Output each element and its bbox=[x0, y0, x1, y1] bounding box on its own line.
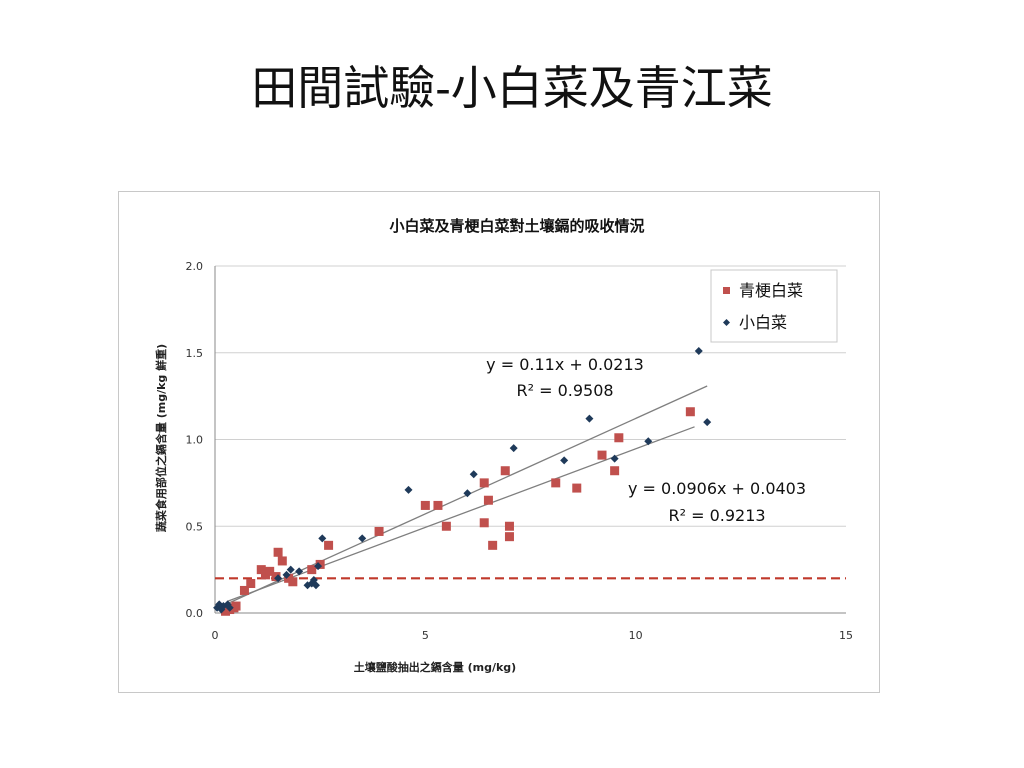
axes bbox=[214, 266, 846, 614]
point-xiaobaicai bbox=[509, 444, 518, 453]
point-qinggeng bbox=[614, 433, 624, 443]
legend-marker-xiaobaicai bbox=[723, 319, 730, 326]
tick-labels: 0.0 0.5 1.0 1.5 2.0 0 5 10 15 bbox=[186, 260, 854, 642]
point-xiaobaicai bbox=[282, 570, 291, 579]
y-axis-label: 蔬菜食用部位之鎘含量 (mg/kg 鮮重) bbox=[154, 344, 168, 532]
point-xiaobaicai bbox=[358, 534, 367, 543]
legend: 青梗白菜 小白菜 bbox=[710, 269, 838, 343]
point-xiaobaicai bbox=[694, 347, 703, 356]
point-xiaobaicai bbox=[225, 603, 234, 612]
point-qinggeng bbox=[572, 483, 582, 493]
x-tick-label: 10 bbox=[629, 629, 643, 642]
grid-lines bbox=[215, 265, 846, 527]
point-xiaobaicai bbox=[585, 414, 594, 423]
point-qinggeng bbox=[504, 521, 514, 531]
point-xiaobaicai bbox=[644, 437, 653, 446]
y-tick-label: 2.0 bbox=[186, 260, 204, 273]
y-tick-label: 1.5 bbox=[186, 347, 204, 360]
x-tick-label: 0 bbox=[212, 629, 219, 642]
point-xiaobaicai bbox=[469, 470, 478, 479]
chart-frame: 小白菜及青梗白菜對土壤鎘的吸收情況 0.0 0.5 1.0 1.5 2.0 0 5 10 15 … bbox=[118, 191, 880, 693]
legend-box bbox=[710, 269, 838, 343]
y-tick-label: 1.0 bbox=[186, 434, 204, 447]
legend-label-qinggeng: 青梗白菜 bbox=[739, 281, 803, 300]
point-qinggeng bbox=[551, 478, 561, 488]
point-qinggeng bbox=[433, 500, 443, 510]
point-qinggeng bbox=[504, 532, 514, 542]
point-xiaobaicai bbox=[314, 562, 323, 571]
y-tick-label: 0.0 bbox=[186, 607, 204, 620]
trend-equation-qinggeng: y = 0.0906x + 0.0403 bbox=[628, 479, 806, 498]
point-qinggeng bbox=[374, 526, 384, 536]
scatter-chart: 小白菜及青梗白菜對土壤鎘的吸收情況 0.00.51.01.52.00 5 10 15 … bbox=[154, 217, 854, 674]
point-xiaobaicai bbox=[610, 454, 619, 463]
chart-title: 小白菜及青梗白菜對土壤鎘的吸收情況 bbox=[389, 217, 644, 235]
point-qinggeng bbox=[239, 585, 249, 595]
point-qinggeng bbox=[246, 579, 256, 589]
point-qinggeng bbox=[231, 601, 241, 611]
point-xiaobaicai bbox=[404, 485, 413, 494]
x-tick-label: 5 bbox=[422, 629, 429, 642]
point-qinggeng bbox=[610, 466, 620, 476]
point-qinggeng bbox=[441, 521, 451, 531]
point-qinggeng bbox=[265, 566, 275, 576]
point-qinggeng bbox=[307, 565, 317, 575]
point-qinggeng bbox=[324, 540, 334, 550]
point-xiaobaicai bbox=[309, 576, 318, 585]
point-xiaobaicai bbox=[703, 418, 712, 427]
point-qinggeng bbox=[500, 466, 510, 476]
point-qinggeng bbox=[420, 500, 430, 510]
point-qinggeng bbox=[273, 547, 283, 557]
trend-r2-qinggeng: R² = 0.9213 bbox=[668, 506, 765, 525]
point-qinggeng bbox=[288, 577, 298, 587]
trend-equation-xiaobaicai: y = 0.11x + 0.0213 bbox=[486, 355, 644, 374]
point-qinggeng bbox=[479, 518, 489, 528]
data-points bbox=[213, 347, 712, 616]
point-qinggeng bbox=[277, 556, 287, 566]
x-axis-label: 土壤鹽酸抽出之鎘含量 (mg/kg) bbox=[354, 660, 516, 674]
point-qinggeng bbox=[685, 407, 695, 417]
point-xiaobaicai bbox=[274, 574, 283, 583]
point-xiaobaicai bbox=[295, 567, 304, 576]
point-qinggeng bbox=[597, 450, 607, 460]
point-qinggeng bbox=[479, 478, 489, 488]
point-xiaobaicai bbox=[560, 456, 569, 465]
point-qinggeng bbox=[488, 540, 498, 550]
legend-label-xiaobaicai: 小白菜 bbox=[739, 313, 787, 332]
trendline-qinggeng bbox=[227, 426, 695, 602]
slide-title: 田間試驗-小白菜及青江菜 bbox=[251, 61, 773, 115]
trend-r2-xiaobaicai: R² = 0.9508 bbox=[516, 381, 613, 400]
point-qinggeng bbox=[483, 495, 493, 505]
point-xiaobaicai bbox=[318, 534, 327, 543]
point-qinggeng bbox=[256, 565, 266, 575]
point-xiaobaicai bbox=[463, 489, 472, 498]
x-tick-label: 15 bbox=[839, 629, 853, 642]
point-xiaobaicai bbox=[286, 565, 295, 574]
point-xiaobaicai bbox=[311, 581, 320, 590]
legend-marker-qinggeng bbox=[723, 287, 730, 294]
y-tick-label: 0.5 bbox=[186, 520, 204, 533]
